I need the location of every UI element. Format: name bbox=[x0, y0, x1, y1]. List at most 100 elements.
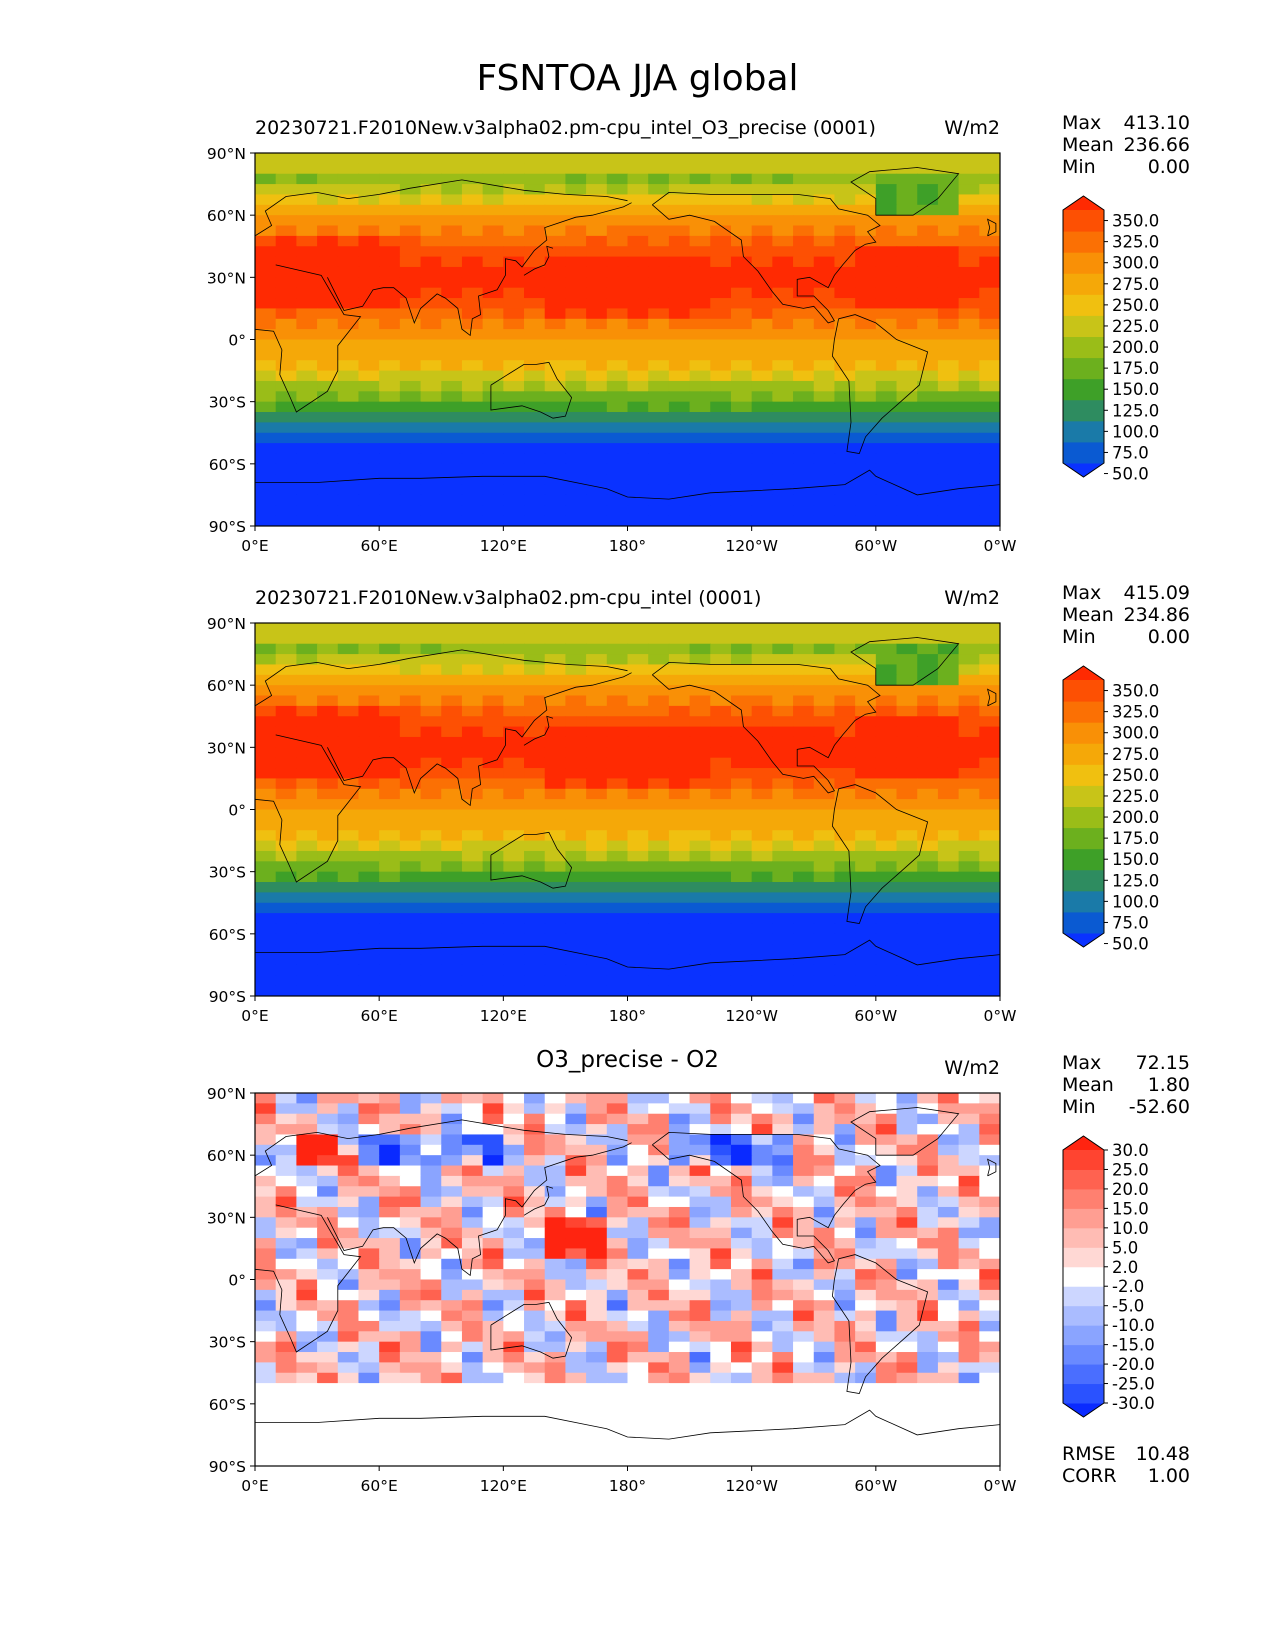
field-cell bbox=[586, 778, 608, 790]
field-cell bbox=[317, 1310, 339, 1322]
field-cell bbox=[482, 1165, 504, 1177]
field-cell bbox=[834, 747, 856, 759]
field-cell bbox=[979, 443, 1000, 455]
field-cell bbox=[896, 1445, 918, 1457]
field-cell bbox=[524, 1424, 546, 1436]
field-cell bbox=[441, 840, 463, 852]
field-cell bbox=[668, 494, 691, 506]
field-cell bbox=[917, 674, 939, 686]
field-cell bbox=[399, 194, 422, 206]
field-cell bbox=[793, 1165, 815, 1177]
field-cell bbox=[399, 1320, 422, 1332]
field-cell bbox=[689, 194, 711, 206]
field-cell bbox=[317, 933, 339, 945]
field-cell bbox=[917, 913, 939, 925]
field-cell bbox=[648, 225, 670, 237]
field-cell bbox=[524, 1372, 546, 1384]
field-cell bbox=[875, 705, 898, 717]
field-cell bbox=[813, 184, 836, 196]
field-cell bbox=[710, 1124, 732, 1136]
field-cell bbox=[855, 370, 877, 382]
field-cell bbox=[627, 1124, 649, 1136]
field-cell bbox=[420, 1383, 442, 1395]
field-cell bbox=[544, 964, 567, 976]
field-cell bbox=[772, 882, 794, 893]
field-cell bbox=[648, 1331, 670, 1343]
field-cell bbox=[751, 736, 773, 748]
field-cell bbox=[772, 1238, 794, 1250]
field-cell bbox=[606, 674, 629, 686]
field-cell bbox=[461, 318, 484, 330]
field-cell bbox=[358, 1455, 380, 1466]
field-cell bbox=[379, 1445, 401, 1457]
colorbar-segment bbox=[1063, 1383, 1104, 1404]
field-cell bbox=[461, 339, 484, 351]
field-cell bbox=[875, 747, 898, 759]
field-cell bbox=[399, 1175, 422, 1187]
field-cell bbox=[420, 902, 442, 914]
field-cell bbox=[730, 1289, 753, 1301]
field-cell bbox=[730, 954, 753, 966]
field-cell bbox=[337, 913, 360, 925]
field-cell bbox=[524, 933, 546, 945]
field-cell bbox=[399, 173, 422, 185]
field-cell bbox=[875, 1124, 898, 1136]
colorbar-label: 275.0 bbox=[1112, 745, 1159, 764]
field-cell bbox=[441, 1217, 463, 1229]
field-cell bbox=[772, 380, 794, 392]
field-cell bbox=[275, 840, 297, 852]
field-cell bbox=[730, 923, 753, 935]
field-cell bbox=[606, 975, 629, 987]
field-cell bbox=[482, 726, 504, 738]
field-cell bbox=[937, 474, 960, 486]
field-cell bbox=[565, 964, 587, 976]
field-cell bbox=[296, 194, 318, 206]
field-cell bbox=[751, 674, 773, 686]
field-cell bbox=[503, 882, 525, 893]
field-cell bbox=[544, 685, 567, 697]
field-cell bbox=[420, 1434, 442, 1446]
field-cell bbox=[875, 1341, 898, 1353]
field-cell bbox=[606, 422, 629, 434]
field-cell bbox=[793, 654, 815, 666]
field-cell bbox=[420, 1362, 442, 1374]
field-cell bbox=[958, 308, 980, 320]
field-cell bbox=[875, 1424, 898, 1436]
field-cell bbox=[855, 204, 877, 216]
field-cell bbox=[834, 954, 856, 966]
field-cell bbox=[503, 308, 525, 320]
field-cell bbox=[586, 266, 608, 278]
field-cell bbox=[275, 422, 297, 434]
field-cell bbox=[937, 726, 960, 738]
field-cell bbox=[524, 1124, 546, 1136]
field-cell bbox=[565, 1362, 587, 1374]
field-cell bbox=[482, 401, 504, 413]
field-cell bbox=[255, 349, 277, 361]
field-cell bbox=[648, 401, 670, 413]
field-cell bbox=[586, 153, 608, 164]
field-cell bbox=[689, 830, 711, 842]
field-cell bbox=[772, 1434, 794, 1446]
field-cell bbox=[399, 623, 422, 634]
units-label: W/m2 bbox=[944, 1057, 1000, 1079]
field-cell bbox=[399, 1455, 422, 1466]
field-cell bbox=[813, 1165, 836, 1177]
field-cell bbox=[379, 318, 401, 330]
field-cell bbox=[317, 1289, 339, 1301]
field-cell bbox=[751, 788, 773, 800]
field-cell bbox=[420, 360, 442, 372]
field-cell bbox=[482, 716, 504, 728]
field-cell bbox=[461, 788, 484, 800]
field-cell bbox=[606, 1269, 629, 1281]
lon-tick-label: 120°E bbox=[480, 1477, 527, 1495]
field-cell bbox=[627, 819, 649, 831]
field-cell bbox=[420, 1093, 442, 1104]
field-cell bbox=[979, 298, 1000, 310]
field-cell bbox=[482, 474, 504, 486]
field-cell bbox=[358, 1093, 380, 1104]
field-cell bbox=[917, 308, 939, 320]
field-cell bbox=[482, 1341, 504, 1353]
field-cell bbox=[855, 1186, 877, 1198]
field-cell bbox=[751, 1093, 773, 1104]
field-cell bbox=[420, 266, 442, 278]
